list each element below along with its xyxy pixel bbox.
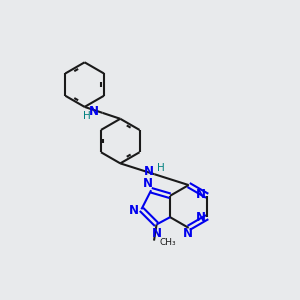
Text: N: N xyxy=(152,227,162,240)
Text: N: N xyxy=(89,105,99,118)
Text: N: N xyxy=(183,227,193,240)
Text: N: N xyxy=(196,188,206,201)
Text: H: H xyxy=(157,163,165,173)
Text: CH₃: CH₃ xyxy=(159,238,176,247)
Text: N: N xyxy=(144,165,154,178)
Text: N: N xyxy=(196,211,206,224)
Text: N: N xyxy=(129,204,139,217)
Text: N: N xyxy=(143,177,153,190)
Text: H: H xyxy=(83,111,91,122)
